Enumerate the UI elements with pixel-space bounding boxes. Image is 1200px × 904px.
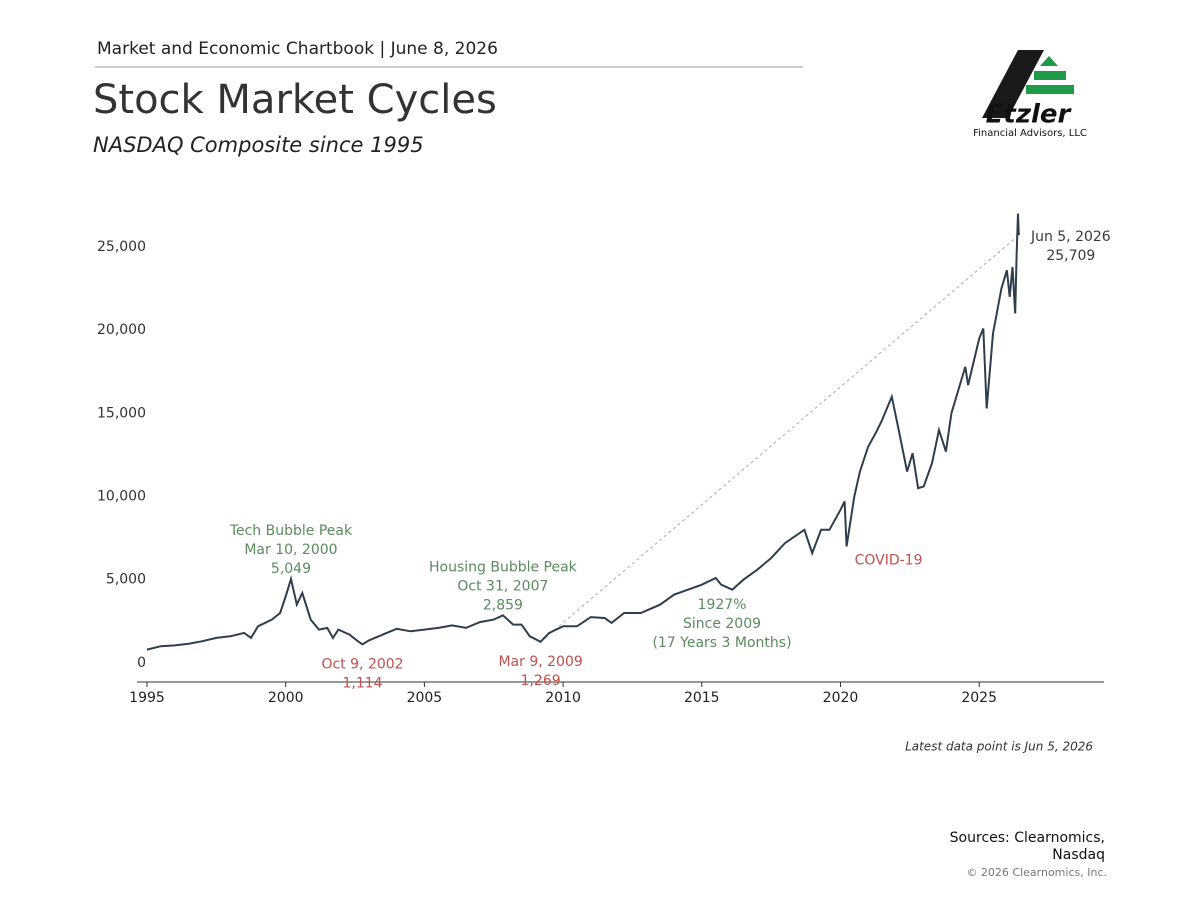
- annotation: COVID-19: [855, 552, 923, 568]
- annotation: Oct 9, 2002: [321, 656, 403, 672]
- growth-line: [540, 234, 1020, 643]
- sources: Sources: Clearnomics,: [950, 830, 1105, 846]
- logo-stroke: [982, 50, 1044, 118]
- y-tick-label: 15,000: [97, 405, 146, 421]
- logo-name: Etzler: [986, 100, 1073, 130]
- annotation: 5,049: [271, 561, 311, 577]
- x-tick-label: 2010: [545, 690, 581, 706]
- logo-tagline: Financial Advisors, LLC: [973, 128, 1087, 139]
- logo: Etzler Financial Advisors, LLC: [973, 50, 1087, 139]
- return-note: 1927%: [698, 597, 747, 613]
- logo-bar: [1034, 71, 1066, 80]
- return-note: Since 2009: [683, 616, 761, 632]
- sources: Nasdaq: [1052, 847, 1105, 863]
- annotation: Mar 9, 2009: [498, 654, 582, 670]
- x-tick-label: 2000: [268, 690, 304, 706]
- y-tick-label: 5,000: [106, 572, 146, 588]
- title: Stock Market Cycles: [93, 77, 497, 123]
- return-note: (17 Years 3 Months): [652, 635, 791, 651]
- subtitle: NASDAQ Composite since 1995: [93, 133, 424, 157]
- annotation: Oct 31, 2007: [457, 578, 548, 594]
- copyright: © 2026 Clearnomics, Inc.: [966, 866, 1107, 879]
- y-tick-label: 10,000: [97, 489, 146, 505]
- footnote: Latest data point is Jun 5, 2026: [905, 740, 1093, 754]
- x-tick-label: 2025: [961, 690, 997, 706]
- x-tick-label: 2015: [684, 690, 720, 706]
- x-tick-label: 2020: [823, 690, 859, 706]
- chartbook: Market and Economic Chartbook | June 8, …: [97, 39, 498, 59]
- logo-bar: [1026, 85, 1074, 94]
- annotation: Jun 5, 2026: [1030, 229, 1111, 245]
- x-tick-label: 2005: [407, 690, 443, 706]
- annotation: Housing Bubble Peak: [429, 559, 578, 575]
- data-line: [146, 213, 1020, 651]
- annotation: 1,269: [521, 673, 561, 689]
- logo-tri: [1040, 56, 1058, 66]
- annotation: 1,114: [342, 675, 382, 691]
- annotation: 25,709: [1046, 248, 1095, 264]
- x-tick-label: 1995: [129, 690, 165, 706]
- y-tick-label: 25,000: [97, 239, 146, 255]
- annotation: Tech Bubble Peak: [229, 523, 353, 539]
- annotation: Mar 10, 2000: [244, 542, 337, 558]
- y-tick-label: 20,000: [97, 322, 146, 338]
- annotation: 2,859: [483, 597, 523, 613]
- y-tick-label: 0: [137, 655, 146, 671]
